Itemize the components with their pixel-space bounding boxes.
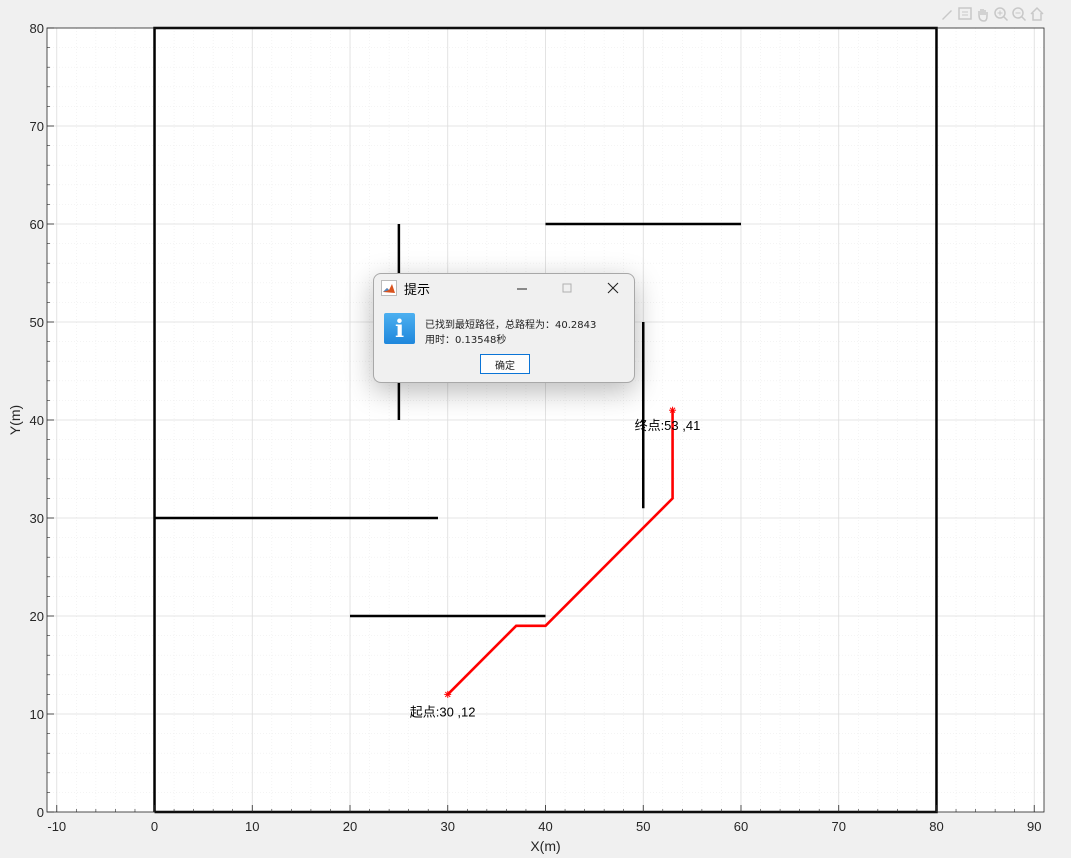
pan-hand-icon[interactable]	[975, 6, 991, 22]
y-tick-label: 20	[30, 609, 44, 624]
zoom-in-icon[interactable]	[993, 6, 1009, 22]
x-tick-label: 10	[245, 819, 259, 834]
data-tips-icon[interactable]	[957, 6, 973, 22]
marker-stroke	[444, 691, 451, 698]
message-dialog: 提示 i 已找到最短路径，总路程为：40.2843 用时：0.13548秒 确定	[373, 273, 635, 383]
shortest-path-line	[446, 410, 674, 696]
home-icon[interactable]	[1029, 6, 1045, 22]
ok-button[interactable]: 确定	[480, 354, 530, 374]
dialog-message-line1: 已找到最短路径，总路程为：40.2843	[425, 320, 597, 331]
y-tick-label: 50	[30, 315, 44, 330]
dialog-title: 提示	[404, 283, 431, 298]
y-tick-label: 80	[30, 21, 44, 36]
x-axis-label: X(m)	[530, 838, 560, 854]
axes-toolbar	[939, 6, 1045, 22]
start-marker	[444, 690, 452, 698]
y-tick-label: 60	[30, 217, 44, 232]
maximize-button[interactable]	[556, 278, 578, 298]
matlab-icon	[381, 280, 397, 296]
info-icon: i	[384, 313, 415, 344]
x-tick-label: 50	[636, 819, 650, 834]
y-tick-label: 0	[37, 805, 44, 820]
goal-marker	[669, 406, 677, 414]
x-tick-label: 60	[734, 819, 748, 834]
close-icon	[607, 282, 619, 294]
maximize-icon	[562, 283, 572, 293]
y-tick-labels: 0 10 20 30 40 50 60 70 80	[30, 21, 44, 820]
brush-icon[interactable]	[939, 6, 955, 22]
y-tick-label: 70	[30, 119, 44, 134]
x-tick-label: 70	[832, 819, 846, 834]
y-tick-label: 10	[30, 707, 44, 722]
goal-label: 终点:53 ,41	[635, 418, 701, 433]
x-tick-label: 20	[343, 819, 357, 834]
y-tick-label: 40	[30, 413, 44, 428]
minimize-button[interactable]	[511, 278, 533, 298]
x-tick-label: 80	[929, 819, 943, 834]
x-tick-label: -10	[47, 819, 66, 834]
y-axis-label: Y(m)	[7, 405, 23, 435]
x-tick-labels: -10 0 10 20 30 40 50 60 70 80 90	[47, 819, 1041, 834]
axis-ticks	[47, 27, 1035, 813]
x-tick-label: 40	[538, 819, 552, 834]
start-label: 起点:30 ,12	[410, 704, 476, 719]
marker-stroke	[669, 407, 676, 414]
x-tick-label: 0	[151, 819, 158, 834]
y-tick-label: 30	[30, 511, 44, 526]
dialog-message-line2: 用时：0.13548秒	[425, 335, 507, 346]
x-tick-label: 90	[1027, 819, 1041, 834]
dialog-titlebar[interactable]: 提示	[374, 274, 634, 302]
minimize-icon	[517, 288, 527, 290]
close-button[interactable]	[602, 278, 624, 298]
zoom-out-icon[interactable]	[1011, 6, 1027, 22]
x-tick-label: 30	[441, 819, 455, 834]
obstacles	[154, 222, 741, 618]
